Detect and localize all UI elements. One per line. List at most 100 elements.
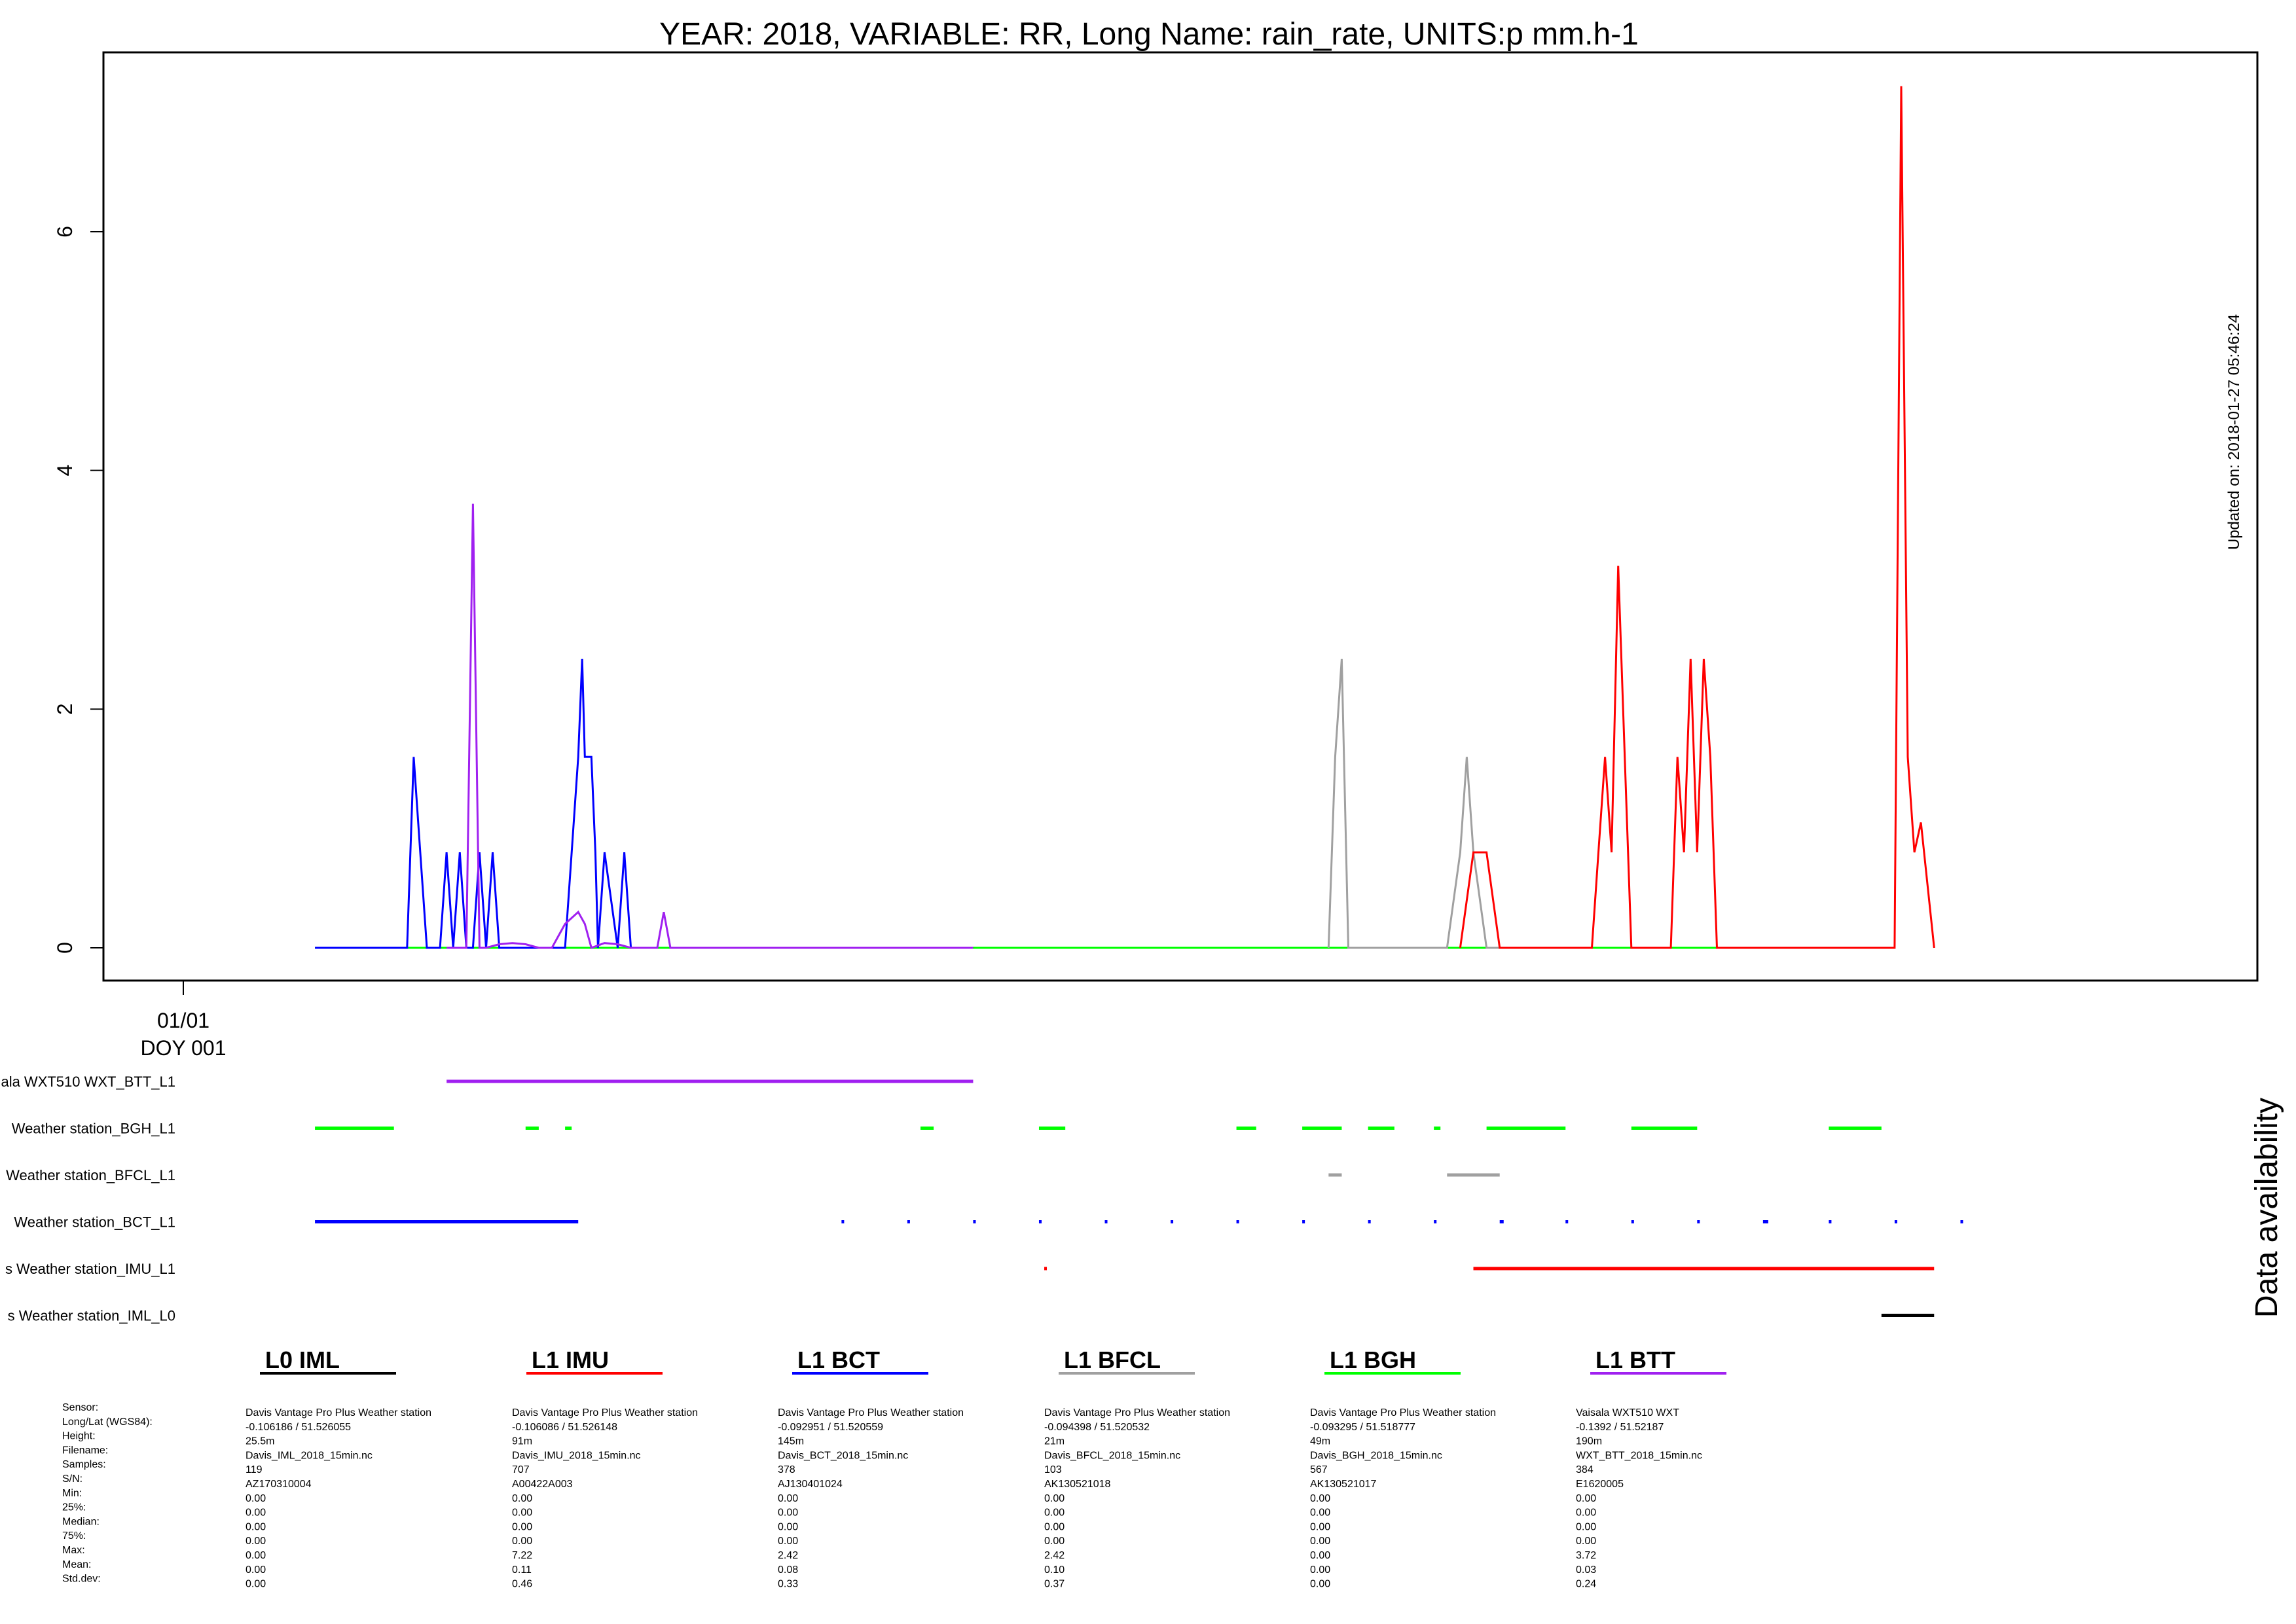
info-cell: 0.00 — [246, 1536, 266, 1547]
info-cell: 0.00 — [1310, 1564, 1330, 1576]
info-row-label: Std.dev: — [62, 1574, 101, 1585]
info-cell: Davis_BCT_2018_15min.nc — [778, 1450, 908, 1461]
info-cell: 2.42 — [778, 1550, 798, 1561]
info-cell: Davis_BFCL_2018_15min.nc — [1044, 1450, 1180, 1461]
series-layer — [315, 86, 1935, 949]
availability-row-label: Weather station_BGH_L1 — [12, 1121, 175, 1137]
info-cell: 0.00 — [1310, 1521, 1330, 1532]
info-row-label: Median: — [62, 1516, 100, 1527]
info-cell: 0.00 — [1310, 1579, 1330, 1590]
series-line-imu — [1459, 86, 1935, 949]
info-cell: Vaisala WXT510 WXT — [1576, 1407, 1679, 1418]
info-cell: 0.24 — [1576, 1579, 1596, 1590]
updated-timestamp: Updated on: 2018-01-27 05:46:24 — [2225, 314, 2243, 550]
y-tick-label: 0 — [53, 942, 77, 954]
info-cell: 0.00 — [512, 1521, 532, 1532]
info-row-label: Max: — [62, 1545, 85, 1556]
info-cell: 25.5m — [246, 1436, 274, 1447]
availability-title: Data availability — [2250, 1098, 2284, 1318]
series-line-bfcl — [1327, 659, 1500, 949]
legend-item-label: L1 BTT — [1595, 1346, 1675, 1373]
info-cell: 0.37 — [1044, 1579, 1065, 1590]
chart-title: YEAR: 2018, VARIABLE: RR, Long Name: rai… — [659, 17, 1639, 52]
info-cell: 0.08 — [778, 1564, 798, 1576]
info-cell: 384 — [1576, 1464, 1594, 1475]
availability-row-label: Weather station_BFCL_L1 — [6, 1167, 175, 1183]
info-cell: 0.00 — [1044, 1493, 1065, 1504]
info-cell: 378 — [778, 1464, 795, 1475]
info-cell: 0.33 — [778, 1579, 798, 1590]
legend-item-label: L0 IML — [265, 1346, 340, 1373]
info-cell: 103 — [1044, 1464, 1062, 1475]
info-cell: 0.00 — [1576, 1536, 1596, 1547]
info-row-label: Sensor: — [62, 1402, 98, 1413]
info-cell: AK130521018 — [1044, 1479, 1111, 1490]
info-cell: 567 — [1310, 1464, 1328, 1475]
info-cell: Davis Vantage Pro Plus Weather station — [1310, 1407, 1496, 1418]
info-cell: 707 — [512, 1464, 530, 1475]
info-cell: Davis_IMU_2018_15min.nc — [512, 1450, 641, 1461]
info-cell: 7.22 — [512, 1550, 532, 1561]
info-cell: 49m — [1310, 1436, 1330, 1447]
info-cell: AJ130401024 — [778, 1479, 843, 1490]
info-cell: 0.00 — [512, 1493, 532, 1504]
info-cell: E1620005 — [1576, 1479, 1624, 1490]
info-cell: 0.03 — [1576, 1564, 1596, 1576]
info-cell: 0.00 — [1576, 1521, 1596, 1532]
info-cell: 145m — [778, 1436, 804, 1447]
x-axis: 01/01 DOY 001 — [140, 981, 227, 1060]
availability-row-label: s Weather station_IML_L0 — [8, 1308, 175, 1324]
info-cell: 0.00 — [1576, 1507, 1596, 1519]
info-cell: 0.00 — [246, 1564, 266, 1576]
info-cell: 119 — [246, 1464, 263, 1475]
info-cell: 0.00 — [512, 1536, 532, 1547]
availability-panel: ala WXT510 WXT_BTT_L1 Weather station_BGH… — [1, 1074, 1963, 1324]
info-cell: 0.00 — [778, 1493, 798, 1504]
info-cell: 0.00 — [246, 1579, 266, 1590]
info-cell: 190m — [1576, 1436, 1602, 1447]
y-tick-label: 2 — [53, 703, 77, 715]
info-cell: 0.00 — [1310, 1536, 1330, 1547]
info-row-label: Long/Lat (WGS84): — [62, 1416, 153, 1428]
info-cell: 0.00 — [246, 1493, 266, 1504]
series-line-bct — [315, 659, 657, 949]
legend-item-label: L1 BFCL — [1064, 1346, 1161, 1373]
info-cell: 21m — [1044, 1436, 1065, 1447]
info-cell: AZ170310004 — [246, 1479, 312, 1490]
info-cell: -0.1392 / 51.52187 — [1576, 1422, 1664, 1433]
info-cell: 0.00 — [778, 1521, 798, 1532]
info-row-label: Min: — [62, 1488, 82, 1499]
availability-row-label: Weather station_BCT_L1 — [14, 1214, 175, 1231]
info-cell: Davis_BGH_2018_15min.nc — [1310, 1450, 1442, 1461]
info-cell: 0.00 — [1576, 1493, 1596, 1504]
info-cell: Davis_IML_2018_15min.nc — [246, 1450, 373, 1461]
info-cell: 0.00 — [246, 1550, 266, 1561]
legend-item-label: L1 IMU — [532, 1346, 609, 1373]
info-row-label: S/N: — [62, 1473, 82, 1485]
info-cell: 0.00 — [1044, 1507, 1065, 1519]
info-row-label: Filename: — [62, 1445, 108, 1456]
info-cell: 0.00 — [246, 1521, 266, 1532]
info-cell: 0.00 — [778, 1507, 798, 1519]
info-cell: AK130521017 — [1310, 1479, 1377, 1490]
info-cell: 0.00 — [1310, 1493, 1330, 1504]
info-cell: 0.00 — [512, 1507, 532, 1519]
info-cell: 0.46 — [512, 1579, 532, 1590]
info-cell: WXT_BTT_2018_15min.nc — [1576, 1450, 1702, 1461]
legend-item-label: L1 BCT — [797, 1346, 880, 1373]
y-tick-label: 4 — [53, 465, 77, 477]
info-cell: -0.106086 / 51.526148 — [512, 1422, 617, 1433]
legend-item-label: L1 BGH — [1330, 1346, 1416, 1373]
y-axis: 0 2 4 6 — [53, 226, 104, 954]
availability-row-label: ala WXT510 WXT_BTT_L1 — [1, 1074, 175, 1090]
x-tick-doy-label: DOY 001 — [140, 1036, 226, 1060]
info-cell: 0.00 — [1044, 1536, 1065, 1547]
info-row-label: Samples: — [62, 1459, 106, 1470]
info-row-label: Mean: — [62, 1559, 91, 1570]
info-cell: -0.094398 / 51.520532 — [1044, 1422, 1150, 1433]
x-tick-label: 01/01 — [157, 1009, 210, 1032]
info-cell: -0.106186 / 51.526055 — [246, 1422, 351, 1433]
info-cell: 0.00 — [1310, 1507, 1330, 1519]
info-row-label: 75%: — [62, 1530, 86, 1542]
